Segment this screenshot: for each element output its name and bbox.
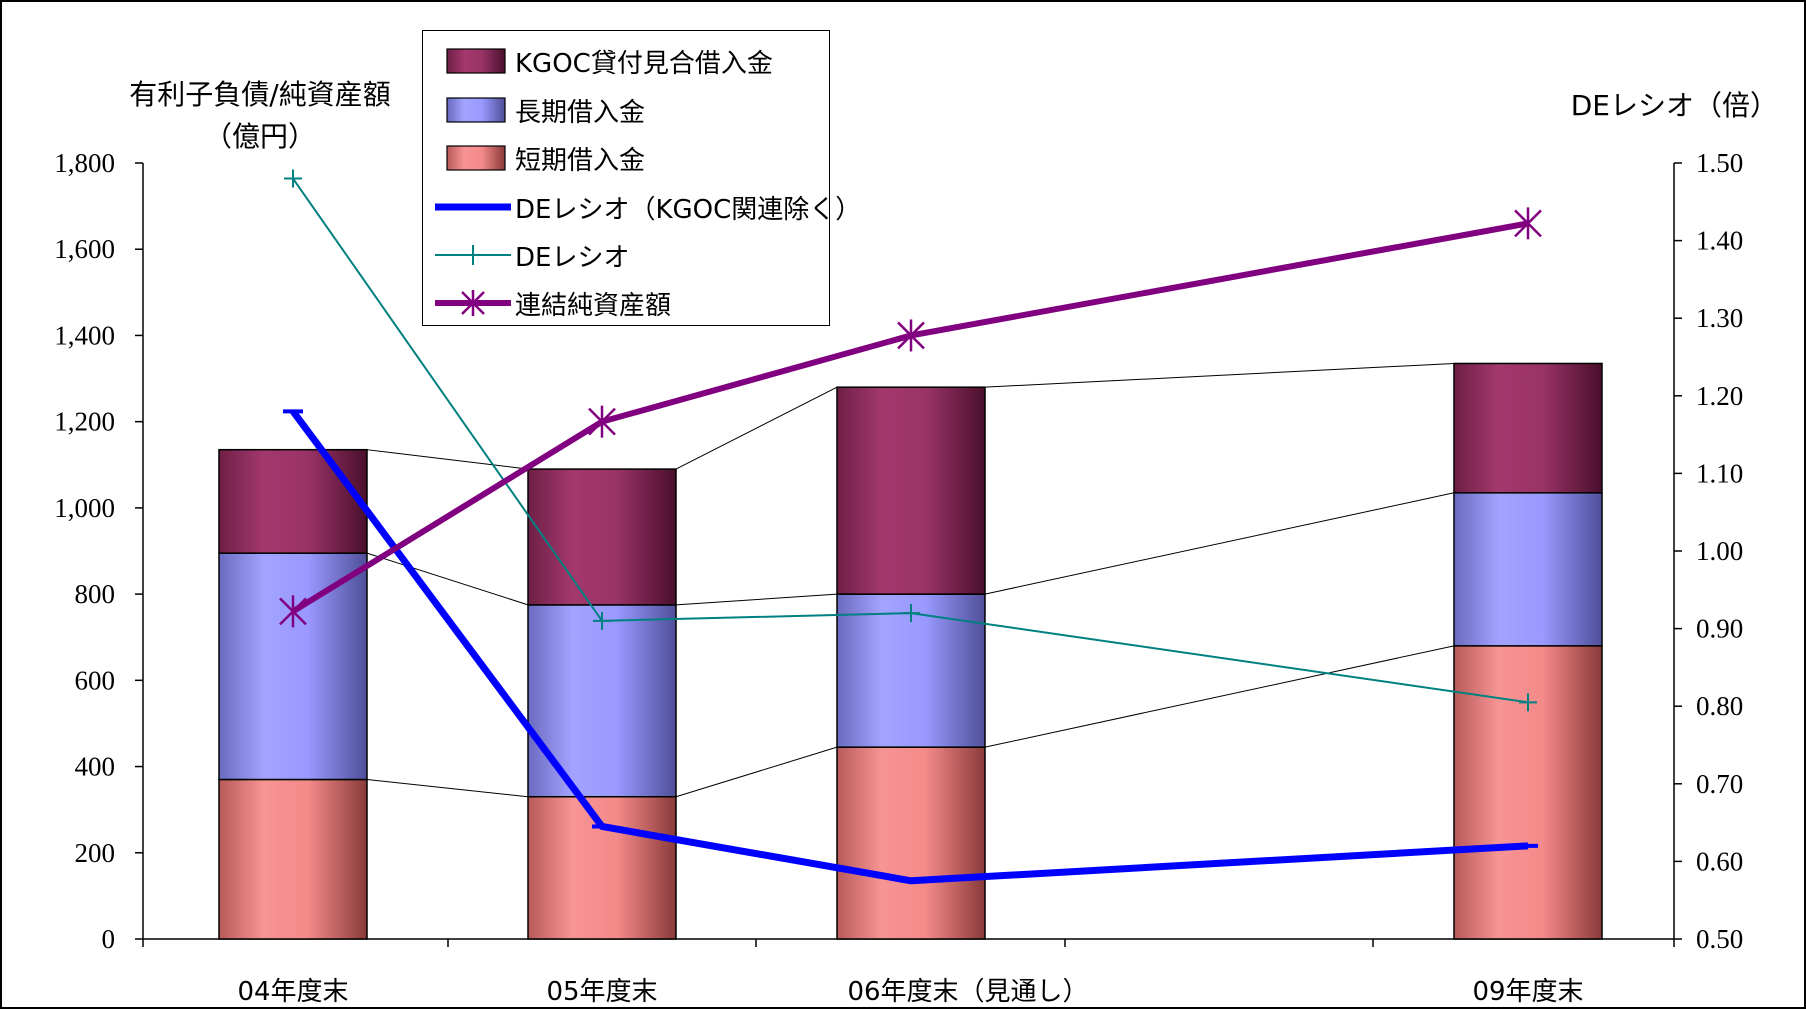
series-line [291,220,1529,614]
y-right-tick-label: 1.40 [1696,226,1743,256]
data-point-plus [902,604,920,623]
data-point-asterisk [897,319,925,352]
legend-swatch-de-ex [435,203,511,211]
y-right-tick-label: 1.50 [1696,148,1743,178]
x-tick-label: 05年度末 [546,977,657,1007]
y-axis-left-label-line2: （億円） [203,120,316,153]
y-axis-left-label-line1: 有利子負債/純資産額 [129,78,391,111]
series-connector [675,746,838,798]
data-point-plus [1519,693,1537,712]
y-left-tick-label: 200 [75,838,116,868]
legend: KGOC貸付見合借入金 長期借入金 短期借入金 DEレシオ（KGOC関連除く） … [422,30,861,326]
bar-segment [218,778,368,940]
bar-segment [218,552,368,781]
series-connector [366,778,529,798]
y-left-tick-label: 1,600 [54,234,115,264]
y-left-tick-label: 0 [102,924,116,954]
series-line [290,409,1529,885]
series-connector [366,449,529,470]
legend-swatch-net-assets [435,290,511,316]
legend-item-net-assets: 連結純資産額 [433,281,671,325]
bar-segment [527,468,677,606]
y-right-tick-label: 0.70 [1696,769,1743,799]
legend-label-de-ex: DEレシオ（KGOC関連除く） [515,194,862,225]
bar-segment [527,604,677,798]
legend-item-de-ex: DEレシオ（KGOC関連除く） [433,185,861,229]
legend-item-long: 長期借入金 [433,88,645,132]
legend-label-de: DEレシオ [515,242,630,273]
data-point-asterisk [588,405,616,438]
y-left-tick-label: 1,200 [54,407,115,437]
legend-swatch-kgoc [446,48,506,74]
data-point-plus [593,611,611,630]
bar-segment [218,448,368,554]
y-right-tick-label: 0.60 [1696,846,1743,876]
y-right-tick-label: 0.80 [1696,691,1743,721]
legend-swatch-de [435,245,511,265]
data-point-plus [284,169,302,188]
legend-label-short: 短期借入金 [515,145,646,176]
legend-swatch-long [446,97,506,123]
legend-label-kgoc: KGOC貸付見合借入金 [515,48,773,79]
y-right-tick-label: 1.10 [1696,458,1743,488]
bar-segment [1453,645,1603,940]
y-left-tick-label: 1,000 [54,493,115,523]
series-connector [366,552,529,606]
y-right-tick-label: 0.90 [1696,614,1743,644]
bar-segment [836,386,986,595]
x-tick-label: 06年度末（見通し） [847,977,1088,1007]
series-connector [675,593,838,606]
legend-item-short: 短期借入金 [433,136,645,180]
y-right-tick-label: 1.20 [1696,381,1743,411]
data-point-asterisk [1514,207,1542,240]
bar-segment [527,795,677,940]
series-connector [984,492,1455,595]
y-left-tick-label: 600 [75,665,116,695]
x-tick-label: 09年度末 [1472,977,1583,1007]
legend-label-long: 長期借入金 [515,97,646,128]
series-connector [984,645,1455,748]
y-left-tick-label: 800 [75,579,116,609]
legend-label-net-assets: 連結純資産額 [515,290,672,321]
series-line [292,177,1529,704]
y-axis-right-label: DEレシオ（倍） [1570,89,1778,122]
y-left-tick-label: 1,800 [54,148,115,178]
y-right-tick-label: 0.50 [1696,924,1743,954]
y-axis-left-label: 有利子負債/純資産額 （億円） [100,74,420,158]
y-right-tick-label: 1.00 [1696,536,1743,566]
y-left-tick-label: 1,400 [54,320,115,350]
x-tick-label: 04年度末 [237,977,348,1007]
series-connector [984,362,1455,388]
series-connector [675,386,838,470]
bar-segment [1453,362,1603,494]
legend-item-kgoc: KGOC貸付見合借入金 [433,39,773,83]
y-right-tick-label: 1.30 [1696,303,1743,333]
bar-segment [1453,492,1603,647]
legend-item-de: DEレシオ [433,233,629,277]
legend-swatch-short [446,145,506,171]
y-left-tick-label: 400 [75,752,116,782]
bar-segment [836,746,986,940]
data-point-asterisk [279,595,307,628]
